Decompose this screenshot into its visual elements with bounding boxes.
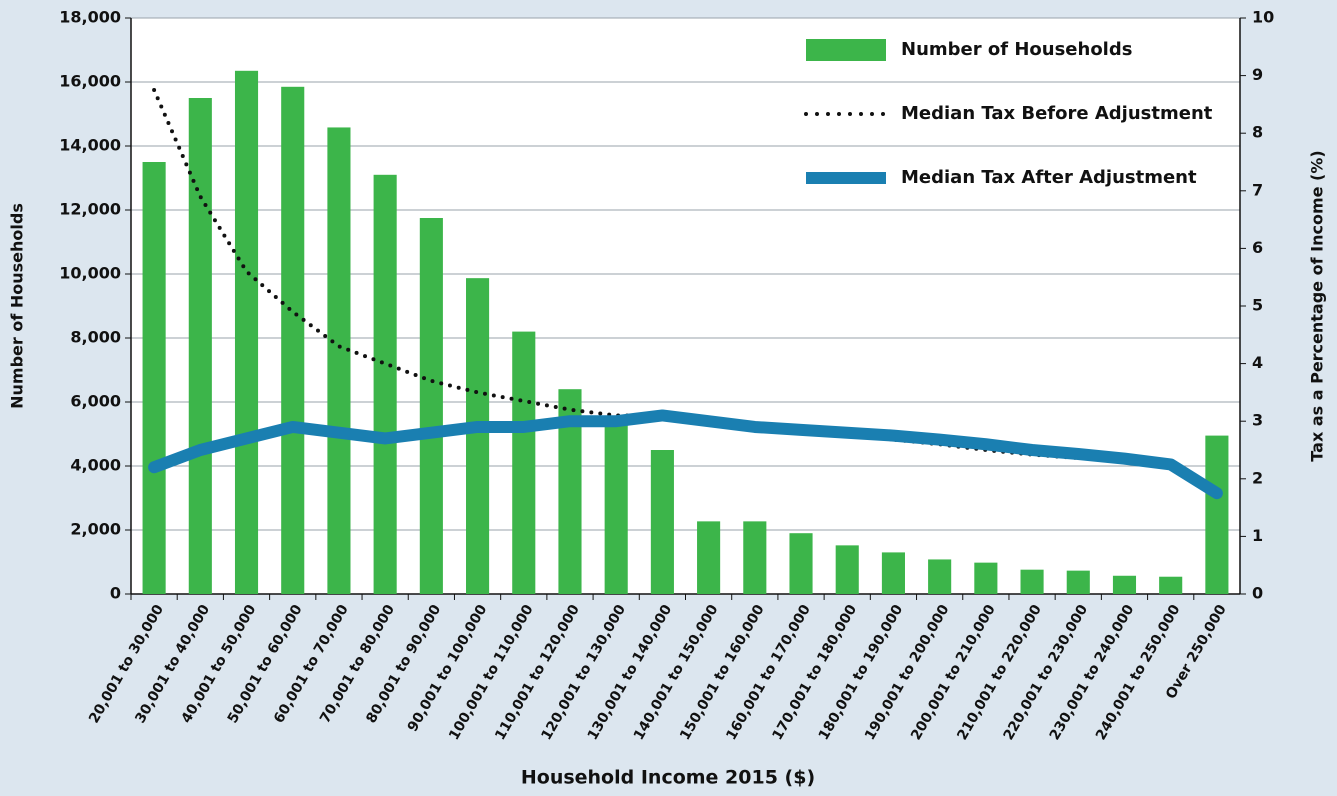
- x-tick-label: 190,001 to 200,000: [862, 602, 953, 743]
- legend-label: Number of Households: [901, 39, 1132, 60]
- x-tick-label: 160,001 to 170,000: [723, 602, 814, 743]
- bar: [1205, 435, 1229, 594]
- y2-tick-label: 9: [1252, 65, 1263, 84]
- legend-label: Median Tax Before Adjustment: [901, 103, 1213, 124]
- y-tick-label: 4,000: [70, 456, 121, 475]
- x-tick-label: 120,001 to 130,000: [538, 602, 629, 743]
- bar: [558, 389, 582, 594]
- bar: [1020, 569, 1044, 594]
- y2-tick-label: 2: [1252, 468, 1263, 487]
- x-axis-title: Household Income 2015 ($): [521, 767, 815, 789]
- bar: [697, 521, 721, 594]
- bar: [743, 521, 767, 594]
- bar: [835, 545, 859, 594]
- y-axis-title: Number of Households: [8, 203, 27, 409]
- bar: [188, 98, 212, 594]
- x-tick-label: 140,001 to 150,000: [631, 602, 722, 743]
- y-tick-label: 12,000: [59, 200, 121, 219]
- y2-tick-label: 1: [1252, 526, 1263, 545]
- x-tick-label: 90,001 to 100,000: [405, 602, 491, 735]
- bar: [373, 174, 397, 595]
- bar: [1159, 576, 1183, 594]
- x-tick-label: 170,001 to 180,000: [770, 602, 861, 743]
- y-tick-label: 0: [110, 584, 121, 603]
- y2-tick-label: 4: [1252, 353, 1263, 372]
- y2-axis-title: Tax as a Percentage of Income (%): [1308, 150, 1327, 461]
- bar: [604, 424, 628, 594]
- y-tick-label: 14,000: [59, 136, 121, 155]
- x-tick-label: 200,001 to 210,000: [908, 602, 999, 743]
- y2-tick-label: 6: [1252, 238, 1263, 257]
- y2-tick-label: 3: [1252, 411, 1263, 430]
- bar: [327, 127, 351, 594]
- x-tick-label: 220,001 to 230,000: [1001, 602, 1092, 743]
- bar: [466, 278, 490, 594]
- bar: [1112, 575, 1137, 594]
- y-tick-label: 6,000: [70, 392, 121, 411]
- bar: [881, 552, 905, 594]
- y-tick-label: 8,000: [70, 328, 121, 347]
- bar: [1066, 570, 1090, 594]
- legend-swatch: [806, 39, 886, 61]
- line: [148, 409, 1223, 500]
- y-tick-label: 16,000: [59, 72, 121, 91]
- x-tick-label: 110,001 to 120,000: [492, 602, 583, 743]
- y2-tick-label: 8: [1252, 123, 1263, 142]
- y-tick-label: 2,000: [70, 520, 121, 539]
- x-tick-label: 210,001 to 220,000: [954, 602, 1045, 743]
- y2-tick-label: 10: [1252, 8, 1274, 27]
- x-tick-label: 130,001 to 140,000: [585, 602, 676, 743]
- x-tick-label: 230,001 to 240,000: [1047, 602, 1138, 743]
- bar: [974, 562, 998, 594]
- y2-tick-label: 0: [1252, 584, 1263, 603]
- y2-tick-label: 7: [1252, 180, 1263, 199]
- y-tick-label: 10,000: [59, 264, 121, 283]
- legend-label: Median Tax After Adjustment: [901, 167, 1197, 188]
- bar: [928, 559, 952, 594]
- plot-area: [131, 18, 1240, 594]
- bar: [512, 331, 536, 594]
- x-tick-label: 180,001 to 190,000: [816, 602, 907, 743]
- x-tick-label: 240,001 to 250,000: [1093, 602, 1184, 743]
- bar: [281, 86, 305, 595]
- bar: [234, 70, 259, 595]
- bar: [142, 162, 166, 594]
- x-tick-label: 100,001 to 110,000: [446, 602, 537, 743]
- y2-tick-label: 5: [1252, 296, 1263, 315]
- x-tick-label: 150,001 to 160,000: [677, 602, 768, 743]
- bar: [789, 533, 813, 594]
- y-tick-label: 18,000: [59, 8, 121, 27]
- bar: [419, 218, 443, 594]
- bar: [650, 450, 674, 594]
